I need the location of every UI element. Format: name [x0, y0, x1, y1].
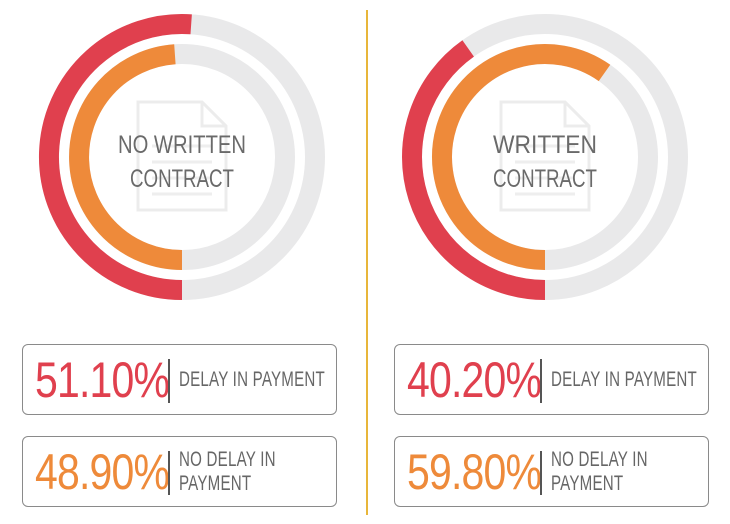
- divider-line: [168, 359, 170, 403]
- panel-divider: [366, 10, 368, 515]
- panel-written-contract: WRITTEN CONTRACT 40.20% DELAY IN PAYMENT …: [365, 0, 730, 524]
- document-outline: [136, 100, 228, 212]
- delay-percentage: 40.20%: [407, 352, 542, 408]
- donut-chart-no-written-contract: NO WRITTEN CONTRACT: [38, 14, 325, 300]
- center-title-line: CONTRACT: [130, 165, 234, 193]
- delay-label: DELAY IN PAYMENT: [551, 368, 698, 391]
- center-title-line: CONTRACT: [493, 165, 597, 193]
- delay-label: DELAY IN PAYMENT: [179, 368, 326, 391]
- delay-percentage: 51.10%: [35, 352, 170, 408]
- delay-arc: [38, 14, 192, 300]
- divider-line: [168, 451, 170, 495]
- no-delay-arc: [432, 44, 611, 270]
- stat-box-no-delay: 59.80% NO DELAY IN PAYMENT: [394, 436, 709, 507]
- delay-arc: [402, 40, 546, 300]
- center-title-line: WRITTEN: [493, 131, 597, 159]
- document-icon: [499, 100, 591, 212]
- panel-no-written-contract: NO WRITTEN CONTRACT 51.10% DELAY IN PAYME…: [22, 14, 337, 507]
- stat-box-delay: 40.20% DELAY IN PAYMENT: [394, 344, 709, 415]
- document-fold: [563, 102, 589, 128]
- no-delay-percentage: 48.90%: [35, 444, 170, 500]
- no-delay-arc: [69, 44, 183, 270]
- document-fold: [200, 102, 226, 128]
- donut-chart-written-contract: WRITTEN CONTRACT: [402, 14, 688, 300]
- document-outline: [499, 100, 591, 212]
- center-title-line: NO WRITTEN: [118, 131, 246, 159]
- no-delay-label: NO DELAY IN PAYMENT: [551, 448, 648, 495]
- document-icon: [136, 100, 228, 212]
- no-delay-percentage: 59.80%: [407, 444, 542, 500]
- stat-box-delay: 51.10% DELAY IN PAYMENT: [22, 344, 337, 415]
- divider-line: [540, 451, 542, 495]
- no-delay-label: NO DELAY IN PAYMENT: [179, 448, 276, 495]
- divider-line: [540, 359, 542, 403]
- stat-box-no-delay: 48.90% NO DELAY IN PAYMENT: [22, 436, 337, 507]
